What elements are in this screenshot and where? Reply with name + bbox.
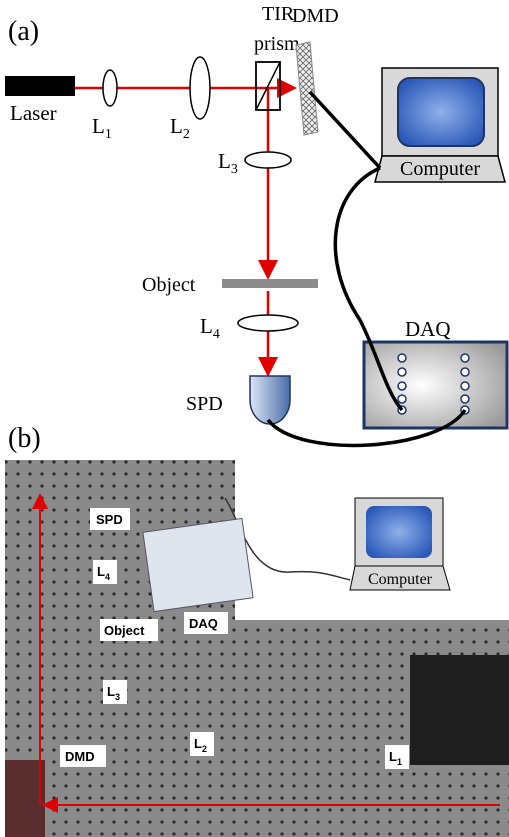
panel-a: (a) Laser L1 L2 TIR prism DMD L3 Object … — [5, 3, 507, 445]
spd-label: SPD — [96, 512, 123, 527]
dmd-label: DMD — [292, 5, 339, 27]
object-label: Object — [104, 623, 145, 638]
object — [222, 279, 318, 288]
lens — [245, 152, 291, 168]
panel-label: (b) — [8, 423, 41, 454]
prism-label: TIR — [262, 3, 295, 25]
dmd — [296, 42, 318, 135]
dmd-label: DMD — [65, 749, 95, 764]
spd-label: SPD — [186, 393, 223, 415]
lens — [190, 57, 210, 119]
daq-device — [143, 518, 253, 611]
panel-label: (a) — [8, 16, 39, 47]
monitor-photo — [410, 655, 509, 765]
screen — [398, 78, 484, 146]
lens — [238, 315, 298, 331]
panel-b: (b) Computer SPD L4 Object DAQ L3 DMD L2… — [5, 423, 509, 837]
lens-label: L2 — [170, 114, 190, 142]
computer-label: Computer — [400, 158, 480, 180]
lens-label: L4 — [200, 314, 220, 342]
prism-label: prism — [254, 33, 300, 55]
cable — [310, 92, 380, 168]
object-label: Object — [142, 274, 196, 296]
laser-label: Laser — [10, 101, 57, 125]
lens-label: L1 — [92, 114, 112, 142]
figure: (a) Laser L1 L2 TIR prism DMD L3 Object … — [0, 0, 509, 837]
screen — [366, 506, 432, 558]
spd — [250, 376, 290, 424]
lens-label: L3 — [218, 149, 238, 177]
daq-label: DAQ — [405, 317, 451, 341]
computer-label: Computer — [368, 571, 433, 588]
laser — [5, 76, 75, 96]
daq-label: DAQ — [189, 616, 218, 631]
lens — [103, 70, 117, 106]
